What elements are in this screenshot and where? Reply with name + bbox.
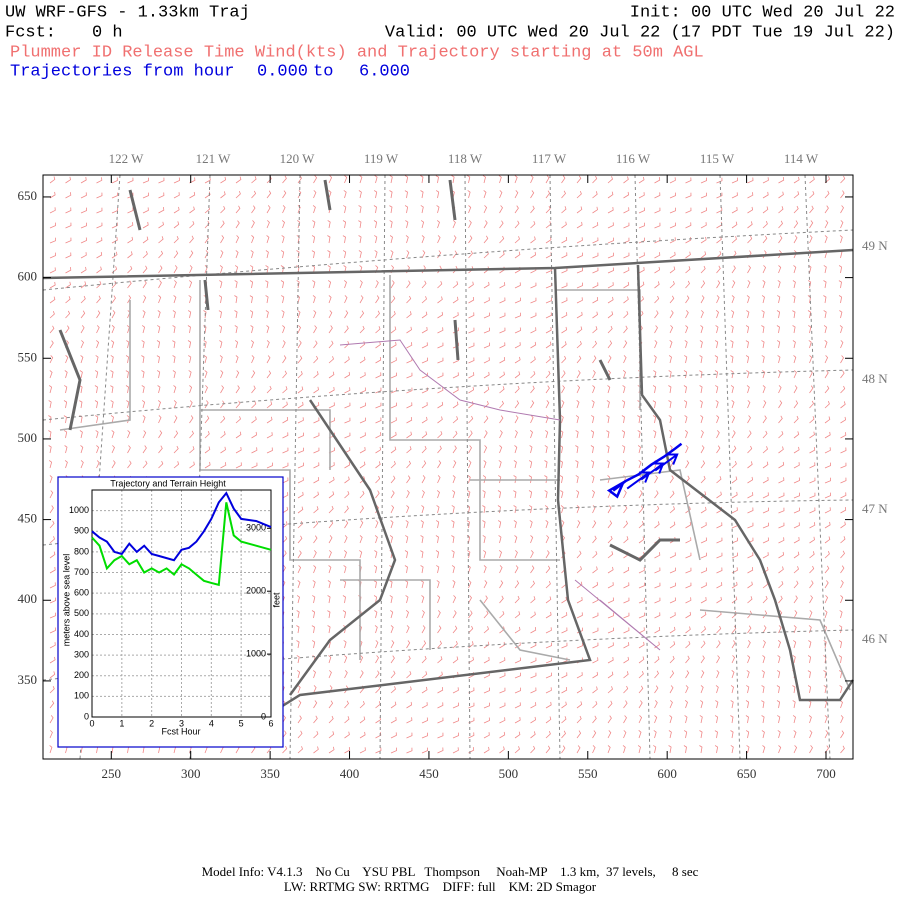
- lon-label: 114 W: [784, 151, 819, 166]
- x-axis-label: Fcst Hour: [161, 726, 200, 736]
- lon-label: 118 W: [448, 151, 483, 166]
- trajectory-arrow: [654, 453, 679, 472]
- lon-label: 115 W: [700, 151, 735, 166]
- y-tick-label: 700: [74, 567, 89, 577]
- y-tick-label: 0: [84, 711, 89, 721]
- traj-to-word: to: [313, 62, 333, 81]
- x-tick-label: 4: [209, 718, 214, 728]
- x-tick-label: 600: [657, 766, 677, 781]
- fcst-label: Fcst:: [5, 23, 56, 42]
- y-tick-label: 600: [74, 588, 89, 598]
- trajectory-start: [606, 479, 626, 499]
- y-tick-label: 900: [74, 526, 89, 536]
- x-tick-label: 400: [340, 766, 360, 781]
- y-tick-label: 450: [18, 511, 38, 526]
- footer-line1: Model Info: V4.1.3 No Cu YSU PBL Thompso…: [202, 864, 699, 879]
- y-tick-label: 400: [18, 591, 38, 606]
- x-tick-label: 650: [737, 766, 757, 781]
- y-tick-label: 200: [74, 670, 89, 680]
- inset-frame: [57, 476, 284, 748]
- y-tick-label: 400: [74, 629, 89, 639]
- inset-title: Trajectory and Terrain Height: [110, 478, 226, 488]
- y-tick-label: 500: [74, 608, 89, 618]
- traj-label: Trajectories from hour: [10, 62, 234, 81]
- init-time: Init: 00 UTC Wed 20 Jul 22: [630, 3, 895, 22]
- rivers: [339, 339, 661, 651]
- x-tick-label: 5: [239, 718, 244, 728]
- x-tick-label: 2: [149, 718, 154, 728]
- lat-label: 48 N: [862, 371, 888, 386]
- y-axis-label: meters above sea level: [61, 554, 71, 647]
- title: UW WRF-GFS - 1.33km Traj: [5, 3, 250, 22]
- y-tick-label: 300: [74, 649, 89, 659]
- x-tick-label: 500: [499, 766, 519, 781]
- x-tick-label: 1: [119, 718, 124, 728]
- water-bodies: [58, 179, 680, 562]
- lat-label: 49 N: [862, 238, 888, 253]
- lat-label: 46 N: [862, 631, 888, 646]
- x-tick-label: 6: [268, 718, 273, 728]
- y-tick-label: 500: [18, 430, 38, 445]
- y2-tick-label: 1000: [246, 648, 266, 658]
- series-line: [91, 491, 272, 562]
- x-tick-label: 450: [419, 766, 439, 781]
- trajectory: [606, 442, 683, 499]
- county-lines: [59, 275, 851, 691]
- valid-time: Valid: 00 UTC Wed 20 Jul 22 (17 PDT Tue …: [385, 23, 895, 42]
- lon-label: 116 W: [616, 151, 651, 166]
- lon-label: 120 W: [280, 151, 316, 166]
- y2-axis-label: feet: [271, 592, 281, 608]
- lon-label: 122 W: [109, 151, 145, 166]
- x-tick-label: 350: [260, 766, 280, 781]
- y-tick-label: 550: [18, 349, 38, 364]
- traj-from: 0.000: [257, 62, 308, 81]
- x-tick-label: 300: [181, 766, 201, 781]
- x-tick-label: 550: [578, 766, 598, 781]
- trajectory-line: [612, 442, 683, 492]
- x-tick-label: 0: [89, 718, 94, 728]
- y-tick-label: 600: [18, 269, 38, 284]
- y-tick-label: 650: [18, 188, 38, 203]
- lon-label: 119 W: [364, 151, 399, 166]
- x-tick-label: 3: [179, 718, 184, 728]
- lon-label: 121 W: [196, 151, 232, 166]
- fcst-value: 0 h: [92, 23, 123, 42]
- plot-area: [91, 489, 272, 718]
- x-tick-label: 250: [102, 766, 122, 781]
- inset-chart: Trajectory and Terrain Height Fcst Hour …: [57, 476, 284, 748]
- y-tick-label: 100: [74, 691, 89, 701]
- series-line: [91, 502, 272, 587]
- y2-tick-label: 0: [261, 711, 266, 721]
- lon-label: 117 W: [532, 151, 567, 166]
- x-tick-label: 700: [816, 766, 836, 781]
- y2-tick-label: 2000: [246, 586, 266, 596]
- wind-barbs: [48, 175, 847, 754]
- y-tick-label: 1000: [69, 505, 89, 515]
- lat-label: 47 N: [862, 501, 888, 516]
- y-tick-label: 800: [74, 546, 89, 556]
- y-tick-label: 350: [18, 672, 38, 687]
- subtitle: Plummer ID Release Time Wind(kts) and Tr…: [10, 43, 704, 62]
- traj-to: 6.000: [359, 62, 410, 81]
- footer-line2: LW: RRTMG SW: RRTMG DIFF: full KM: 2D Sm…: [284, 879, 597, 894]
- map-frame: [42, 174, 854, 760]
- y2-tick-label: 3000: [246, 523, 266, 533]
